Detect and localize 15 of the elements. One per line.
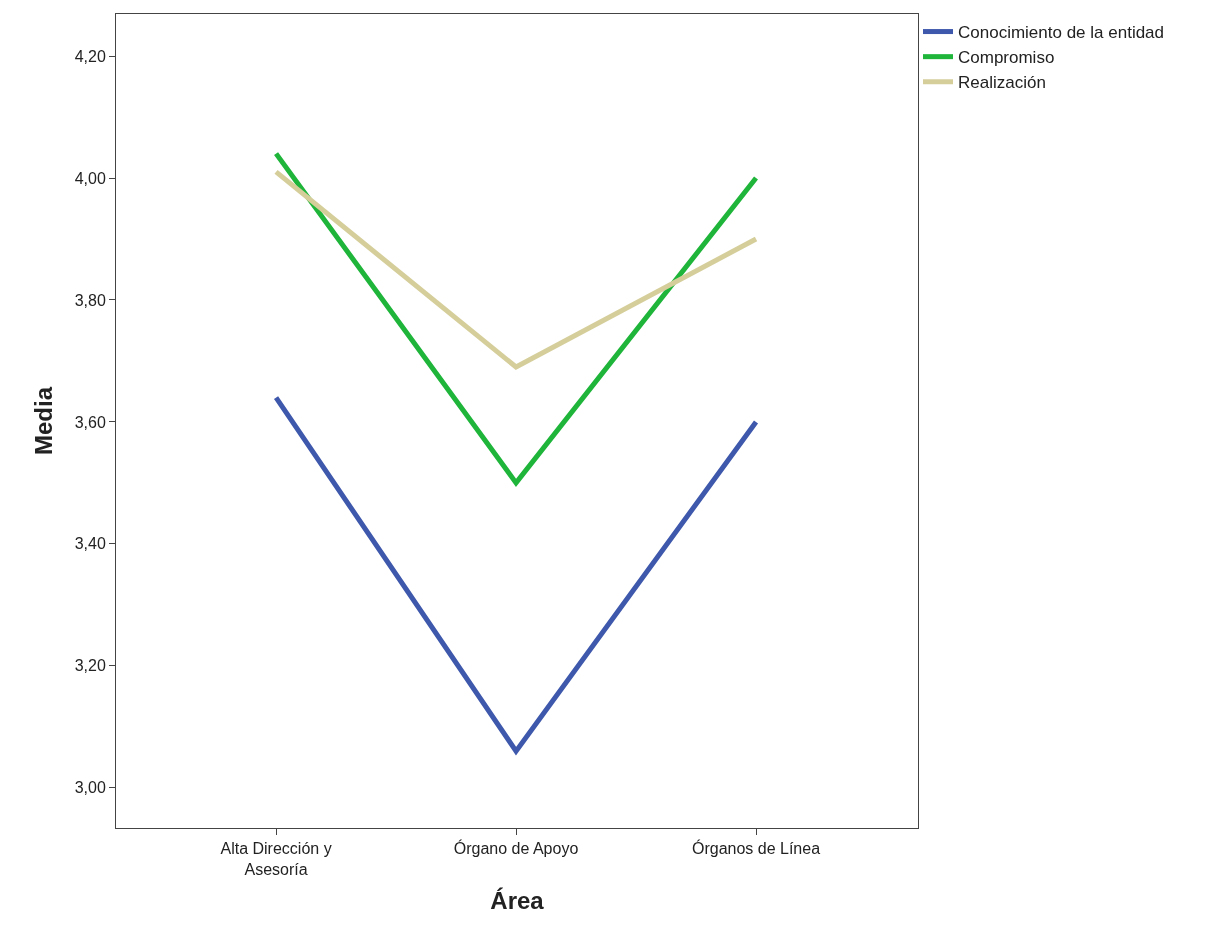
legend-label: Conocimiento de la entidad [958, 23, 1165, 43]
legend-label: Compromiso [958, 48, 1055, 68]
y-tick-label: 3,40 [74, 535, 106, 553]
y-tick-label: 3,80 [74, 291, 106, 309]
y-tick-label: 4,00 [74, 169, 106, 187]
y-tick-label: 3,00 [74, 779, 106, 797]
x-axis-title: Área [490, 887, 545, 915]
y-tick-label: 3,20 [74, 657, 106, 675]
y-axis-title: Media [29, 386, 57, 456]
x-tick-label: Órgano de Apoyo [453, 839, 579, 858]
x-tick-label: Órganos de Línea [691, 839, 821, 858]
y-tick-label: 3,60 [74, 413, 106, 431]
y-tick-label: 4,20 [74, 47, 106, 65]
legend-label: Realización [958, 73, 1046, 93]
x-tick-label: Alta Dirección y Asesoría [220, 840, 332, 878]
